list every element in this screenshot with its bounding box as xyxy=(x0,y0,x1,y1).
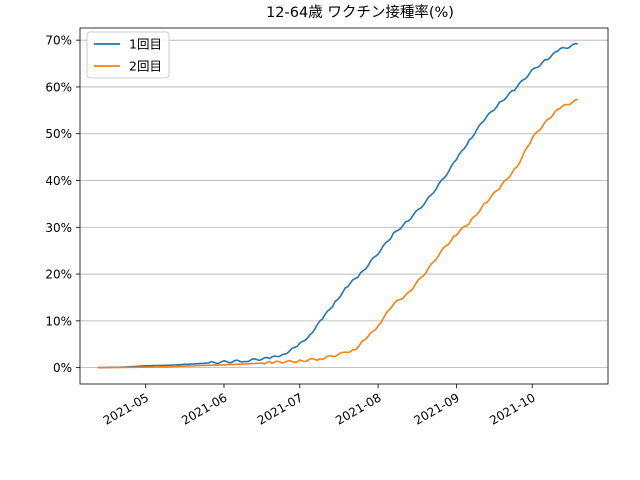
x-tick-label: 2021-07 xyxy=(255,390,305,427)
y-tick-label: 0% xyxy=(53,361,72,375)
y-tick-label: 30% xyxy=(45,221,72,235)
y-axis: 0% 10% 20% 30% 40% 50% 60% 70% xyxy=(45,34,80,375)
series-line-1 xyxy=(97,42,578,369)
gridlines xyxy=(80,39,608,369)
x-tick-label: 2021-10 xyxy=(487,390,537,427)
chart-title: 12-64歳 ワクチン接種率(%) xyxy=(266,4,454,21)
x-tick-label: 2021-06 xyxy=(179,390,229,427)
x-tick-label: 2021-08 xyxy=(333,390,383,427)
y-tick-label: 40% xyxy=(45,174,72,188)
y-tick-label: 10% xyxy=(45,314,72,328)
y-tick-label: 20% xyxy=(45,268,72,282)
y-tick-label: 50% xyxy=(45,127,72,141)
x-tick-label: 2021-09 xyxy=(411,390,461,427)
plot-frame xyxy=(79,27,609,385)
series-lines xyxy=(97,42,578,369)
y-tick-label: 60% xyxy=(45,80,72,94)
x-tick-label: 2021-05 xyxy=(101,390,151,427)
legend-label: 2回目 xyxy=(129,59,162,74)
legend-label: 1回目 xyxy=(129,37,162,52)
y-tick-label: 70% xyxy=(45,34,72,48)
series-line-2 xyxy=(97,98,578,369)
x-axis: 2021-05 2021-06 2021-07 2021-08 2021-09 2021-… xyxy=(101,384,538,428)
